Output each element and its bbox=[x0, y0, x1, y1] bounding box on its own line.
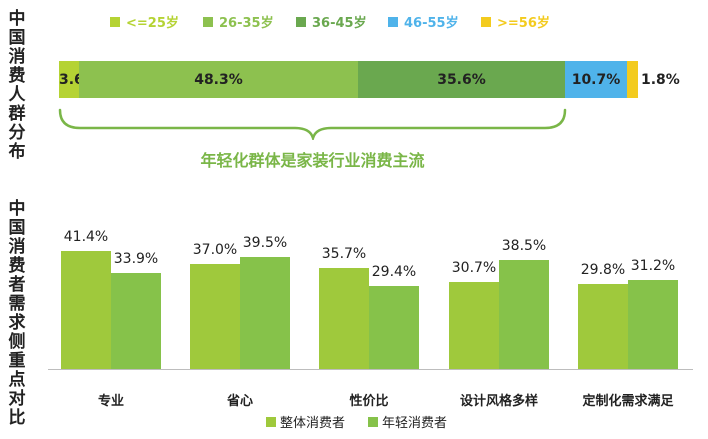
bar-young bbox=[240, 257, 290, 369]
legend-item-le25: <=25岁 bbox=[110, 12, 179, 31]
legend-swatch bbox=[203, 16, 213, 27]
legend-label: 26-35岁 bbox=[219, 16, 274, 31]
legend-label: 整体消费者 bbox=[280, 416, 346, 431]
bar-value-label: 31.2% bbox=[630, 258, 676, 274]
legend-item-26-35: 26-35岁 bbox=[203, 12, 274, 31]
segment-le25 bbox=[59, 61, 79, 98]
bar-overall bbox=[190, 264, 240, 369]
bar-value-label: 33.9% bbox=[113, 251, 159, 267]
bar-value-label: 41.4% bbox=[63, 229, 109, 245]
legend-swatch bbox=[388, 16, 398, 27]
segment-36-45: 35.6% bbox=[358, 61, 565, 98]
segment-label-26-35: 48.3% bbox=[194, 71, 243, 88]
bar-young bbox=[369, 286, 419, 369]
brace-icon bbox=[58, 108, 567, 140]
bar-overall bbox=[449, 282, 499, 369]
legend-label: 46-55岁 bbox=[404, 16, 459, 31]
bar-young bbox=[499, 260, 549, 369]
bar-value-label: 30.7% bbox=[451, 260, 497, 276]
legend-label: <=25岁 bbox=[126, 16, 179, 31]
segment-26-35: 48.3% bbox=[79, 61, 358, 98]
legend-swatch bbox=[368, 416, 378, 427]
legend-item-overall: 整体消费者 bbox=[266, 412, 345, 431]
category-label: 省心 bbox=[226, 394, 253, 409]
bar-value-label: 37.0% bbox=[192, 242, 238, 258]
distribution-title: 中国消费人群分布 bbox=[8, 9, 26, 162]
bar-young bbox=[628, 280, 678, 369]
legend-swatch bbox=[296, 16, 306, 27]
segment-label-36-45: 35.6% bbox=[437, 71, 486, 88]
legend-item-young: 年轻消费者 bbox=[368, 412, 447, 431]
bar-value-label: 38.5% bbox=[501, 238, 547, 254]
segment-label-ge56: 1.8% bbox=[641, 72, 680, 88]
category-label: 设计风格多样 bbox=[459, 394, 538, 409]
legend-item-46-55: 46-55岁 bbox=[388, 12, 459, 31]
bar-value-label: 29.8% bbox=[580, 262, 626, 278]
category-label: 定制化需求满足 bbox=[582, 394, 674, 409]
legend-swatch bbox=[110, 16, 120, 27]
legend-item-ge56: >=56岁 bbox=[481, 12, 550, 31]
bar-value-label: 39.5% bbox=[242, 235, 288, 251]
legend-swatch bbox=[481, 16, 491, 27]
bar-value-label: 29.4% bbox=[371, 264, 417, 280]
bar-overall bbox=[319, 268, 369, 369]
legend-label: 36-45岁 bbox=[312, 16, 367, 31]
bar-overall bbox=[61, 251, 111, 369]
segment-ge56 bbox=[627, 61, 638, 98]
bar-overall bbox=[578, 284, 628, 369]
legend-swatch bbox=[266, 416, 276, 427]
legend-label: >=56岁 bbox=[497, 16, 550, 31]
x-axis-line bbox=[48, 369, 693, 370]
callout-text: 年轻化群体是家装行业消费主流 bbox=[200, 151, 425, 170]
bar-young bbox=[111, 273, 161, 369]
segment-label-46-55: 10.7% bbox=[571, 71, 621, 88]
segment-46-55: 10.7% bbox=[565, 61, 627, 98]
legend-item-36-45: 36-45岁 bbox=[296, 12, 367, 31]
comparison-title: 中国消费者需求侧重点对比 bbox=[8, 199, 26, 428]
legend-label: 年轻消费者 bbox=[382, 416, 448, 431]
bar-value-label: 35.7% bbox=[321, 246, 367, 262]
category-label: 专业 bbox=[97, 394, 124, 409]
category-label: 性价比 bbox=[349, 394, 389, 409]
